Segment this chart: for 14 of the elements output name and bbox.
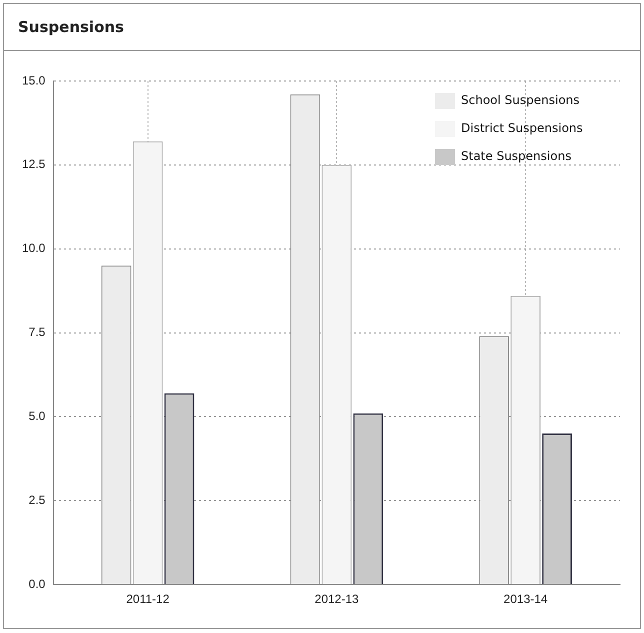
y-tick-label: 5.0 [28, 409, 46, 424]
y-tick-label: 10.0 [22, 241, 46, 256]
y-tick-label: 0.0 [28, 576, 46, 591]
y-tick-label: 2.5 [28, 492, 46, 507]
x-tick-label: 2012-13 [314, 592, 360, 606]
chart-title: Suspensions [4, 4, 640, 51]
legend-label: District Suspensions [461, 121, 583, 136]
x-tick-label: 2013-14 [504, 592, 548, 606]
x-tick-label: 2011-12 [126, 592, 170, 606]
y-tick-label: 7.5 [28, 325, 46, 340]
legend-label: School Suspensions [461, 93, 580, 108]
y-tick-label: 12.5 [22, 157, 46, 172]
y-tick-label: 15.0 [22, 73, 46, 88]
legend-label: State Suspensions [461, 149, 572, 164]
